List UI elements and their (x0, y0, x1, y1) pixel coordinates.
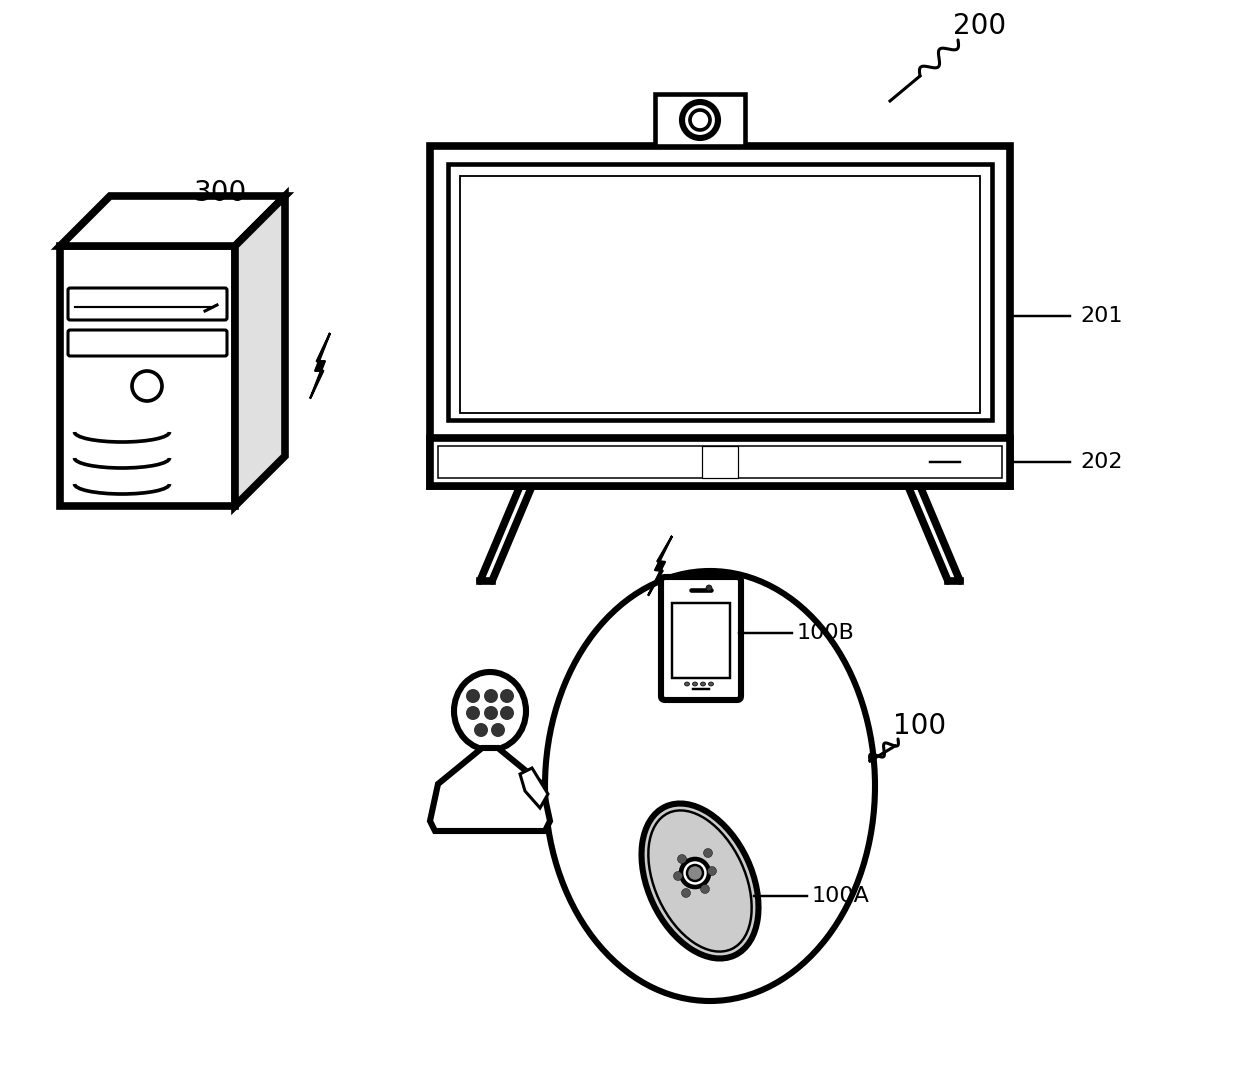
Text: 201: 201 (1080, 306, 1122, 326)
Ellipse shape (484, 689, 498, 703)
Ellipse shape (708, 682, 713, 686)
Ellipse shape (474, 723, 489, 737)
Ellipse shape (701, 682, 706, 686)
Polygon shape (310, 334, 330, 397)
Bar (438, 446, 1002, 478)
Ellipse shape (491, 723, 505, 737)
Polygon shape (236, 195, 285, 506)
Ellipse shape (466, 706, 480, 720)
Ellipse shape (641, 804, 759, 959)
Ellipse shape (684, 682, 689, 686)
Text: 100: 100 (894, 712, 946, 740)
Bar (460, 176, 980, 413)
Ellipse shape (500, 706, 515, 720)
Bar (430, 438, 1011, 487)
Text: 100B: 100B (797, 622, 854, 643)
Ellipse shape (677, 855, 687, 863)
Bar (448, 164, 992, 420)
Ellipse shape (689, 110, 711, 130)
Ellipse shape (701, 884, 709, 894)
FancyBboxPatch shape (68, 330, 227, 356)
Bar (702, 446, 738, 478)
Ellipse shape (708, 867, 717, 875)
Bar (672, 603, 730, 678)
FancyBboxPatch shape (68, 288, 227, 320)
Polygon shape (430, 748, 551, 831)
Bar (430, 146, 1011, 487)
Ellipse shape (673, 871, 682, 881)
Text: 200: 200 (954, 12, 1007, 40)
Polygon shape (60, 195, 285, 247)
Ellipse shape (682, 888, 691, 897)
Ellipse shape (681, 859, 709, 887)
Polygon shape (649, 536, 672, 595)
Ellipse shape (131, 371, 162, 401)
Ellipse shape (484, 706, 498, 720)
Ellipse shape (703, 848, 713, 858)
Text: 100A: 100A (812, 886, 870, 906)
FancyBboxPatch shape (661, 577, 742, 700)
Ellipse shape (454, 672, 526, 750)
Ellipse shape (500, 689, 515, 703)
Ellipse shape (546, 571, 875, 1001)
Ellipse shape (692, 682, 698, 686)
Ellipse shape (706, 585, 712, 591)
Ellipse shape (466, 689, 480, 703)
Bar (655, 94, 745, 146)
Bar (60, 247, 236, 506)
Text: 202: 202 (1080, 452, 1122, 472)
Ellipse shape (649, 810, 751, 951)
Ellipse shape (687, 866, 703, 881)
Polygon shape (520, 768, 548, 808)
Text: 300: 300 (193, 179, 247, 207)
Ellipse shape (682, 102, 718, 138)
